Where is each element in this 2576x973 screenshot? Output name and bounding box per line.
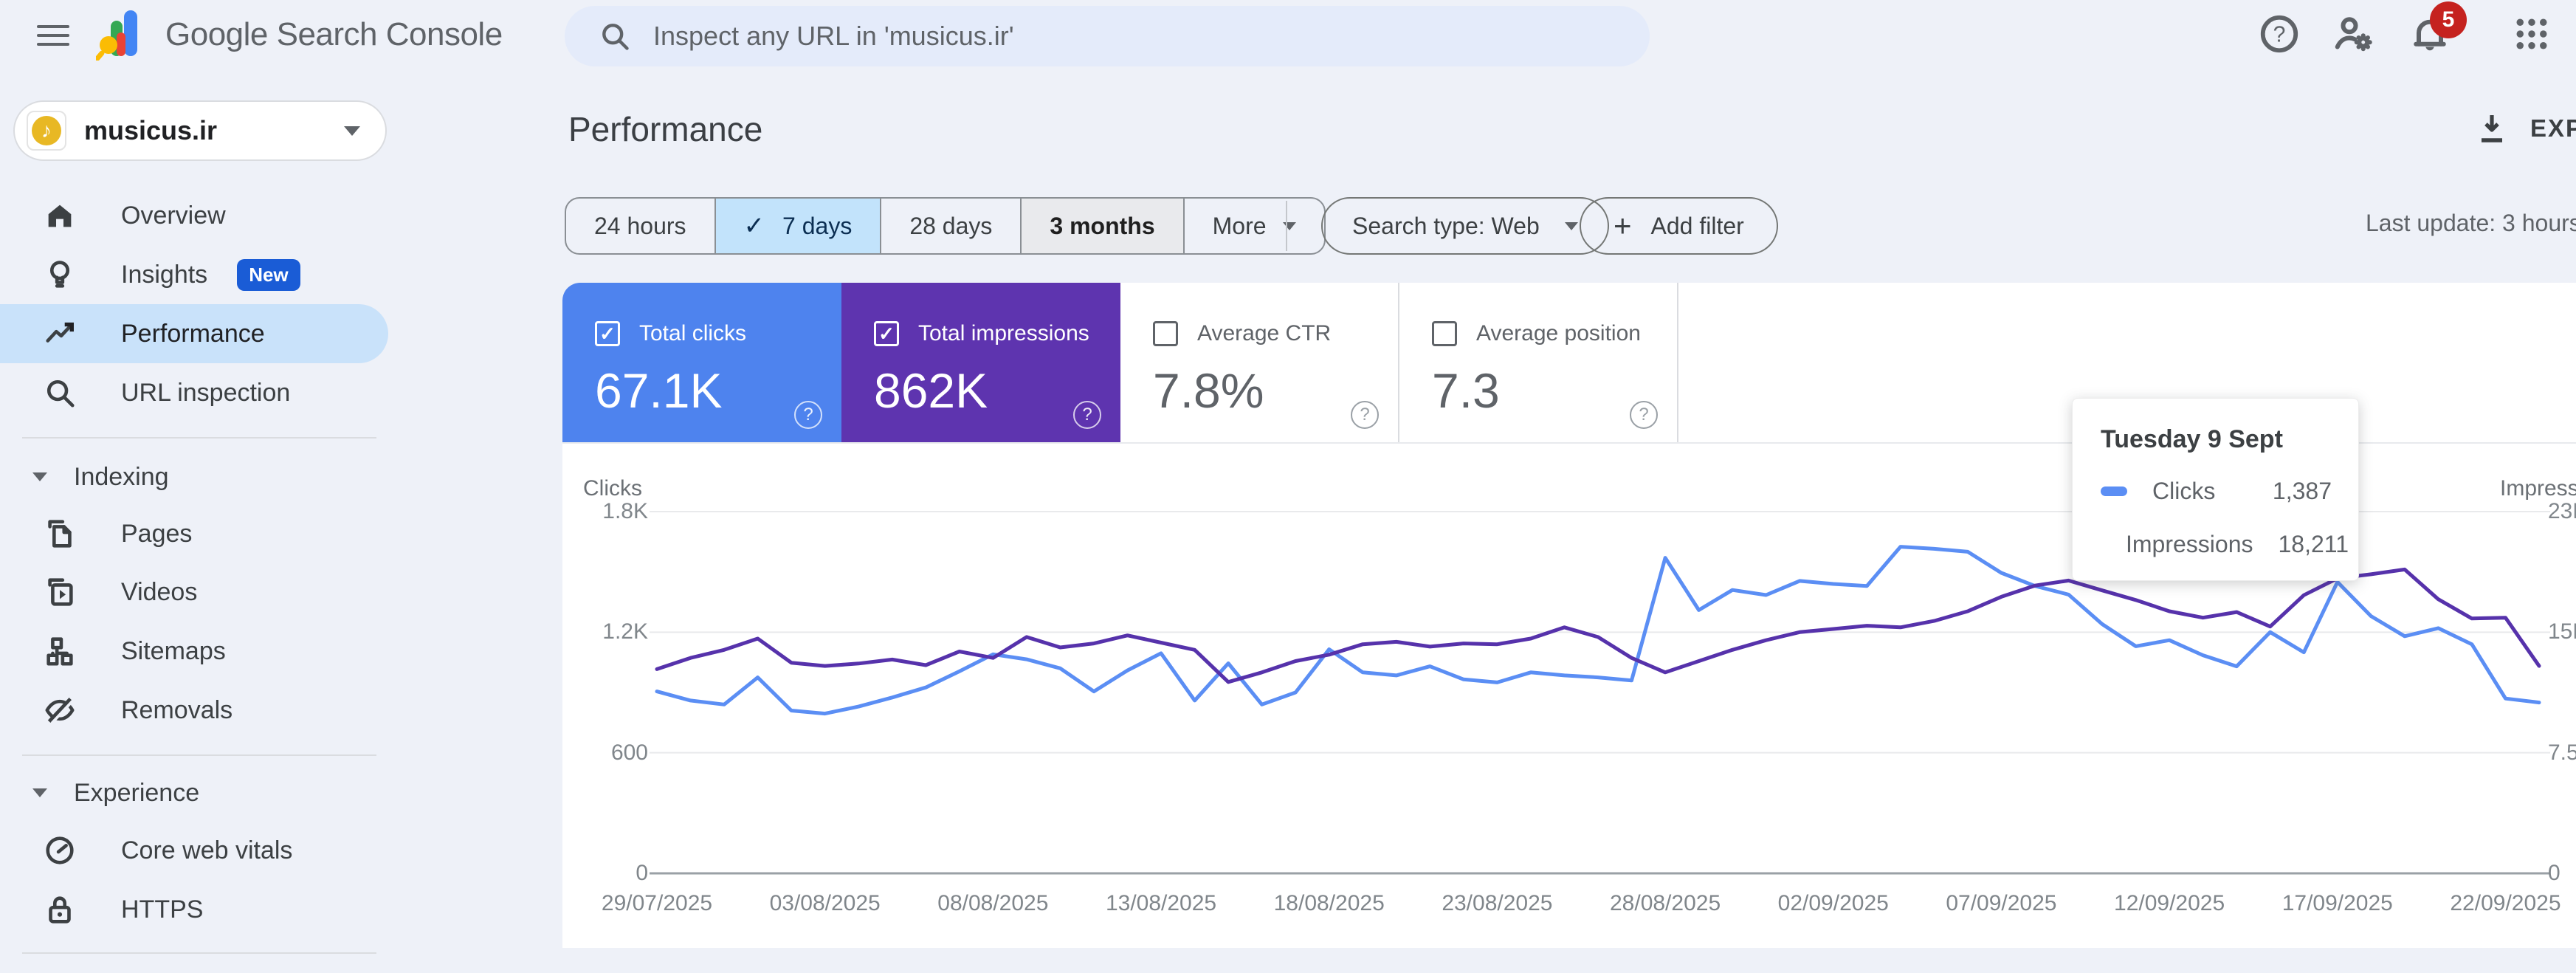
chevron-down-icon bbox=[1564, 221, 1578, 230]
sidebar-item-performance[interactable]: Performance bbox=[0, 304, 388, 363]
property-selector[interactable]: ♪ musicus.ir bbox=[13, 100, 387, 161]
sidebar-divider bbox=[22, 952, 376, 954]
account-settings-icon[interactable] bbox=[2331, 12, 2375, 56]
range-24-hours[interactable]: 24 hours bbox=[594, 212, 686, 239]
sidebar-section-experience[interactable]: Experience bbox=[32, 771, 199, 815]
checked-checkbox-icon: ✓ bbox=[874, 321, 899, 346]
sidebar-divider bbox=[22, 754, 376, 756]
sidebar-item-insights[interactable]: Insights New bbox=[0, 245, 388, 304]
search-console-logo-icon bbox=[94, 7, 155, 61]
pages-icon bbox=[48, 520, 72, 548]
unchecked-checkbox-icon bbox=[1153, 321, 1178, 346]
sidebar-item-videos[interactable]: Videos bbox=[0, 563, 388, 622]
tooltip-date: Tuesday 9 Sept bbox=[2101, 425, 2283, 453]
right-axis-title: Impressions bbox=[2500, 476, 2576, 501]
eye-off-icon bbox=[45, 697, 75, 724]
app-title: Google Search Console bbox=[165, 16, 503, 52]
tooltip-row-clicks: Clicks 1,387 bbox=[2101, 476, 2332, 506]
checked-checkbox-icon: ✓ bbox=[595, 321, 620, 346]
property-favicon: ♪ bbox=[27, 111, 66, 151]
trending-up-icon bbox=[46, 322, 74, 343]
video-icon bbox=[48, 578, 73, 606]
metric-tile-average-ctr[interactable]: Average CTR 7.8% ? bbox=[1120, 283, 1399, 444]
property-name: musicus.ir bbox=[84, 115, 218, 145]
filter-separator bbox=[1286, 201, 1287, 251]
speedometer-icon bbox=[46, 836, 74, 864]
notifications-bell-icon[interactable]: 5 bbox=[2408, 1, 2467, 56]
clicks-legend-swatch bbox=[2101, 486, 2127, 496]
google-apps-grid-icon[interactable] bbox=[2510, 12, 2554, 56]
left-axis-title: Clicks bbox=[583, 476, 642, 501]
unchecked-checkbox-icon bbox=[1432, 321, 1457, 346]
help-icon[interactable]: ? bbox=[1351, 401, 1379, 429]
sidebar-item-removals[interactable]: Removals bbox=[0, 681, 388, 740]
help-icon[interactable]: ? bbox=[1630, 401, 1658, 429]
tooltip-row-impressions: Impressions 18,211 bbox=[2126, 530, 2349, 557]
tooltip-clicks-value: 1,387 bbox=[2272, 477, 2332, 504]
clicks-line bbox=[655, 545, 2541, 716]
metric-tile-total-impressions[interactable]: ✓ Total impressions 862K ? bbox=[841, 283, 1120, 444]
lightbulb-icon bbox=[49, 261, 70, 288]
search-icon bbox=[602, 24, 629, 50]
chevron-down-icon bbox=[1282, 221, 1296, 230]
average-position-value: 7.3 bbox=[1432, 363, 1500, 418]
svg-text:?: ? bbox=[2273, 23, 2286, 47]
search-placeholder: Inspect any URL in 'musicus.ir' bbox=[653, 21, 1014, 51]
collapse-caret-icon bbox=[32, 788, 47, 797]
add-filter-button[interactable]: + Add filter bbox=[1580, 197, 1778, 255]
new-badge: New bbox=[237, 258, 300, 291]
tooltip-impressions-value: 18,211 bbox=[2278, 530, 2349, 557]
performance-line-chart[interactable] bbox=[562, 444, 2576, 948]
sidebar-item-overview[interactable]: Overview bbox=[0, 186, 388, 245]
sidebar-section-indexing[interactable]: Indexing bbox=[32, 455, 169, 499]
chart-hover-tooltip: Tuesday 9 Sept Clicks 1,387 Impressions … bbox=[2072, 398, 2359, 581]
url-inspect-search-input[interactable]: Inspect any URL in 'musicus.ir' bbox=[565, 6, 1650, 66]
total-impressions-value: 862K bbox=[874, 363, 988, 418]
impressions-line bbox=[655, 567, 2541, 684]
sidebar-item-sitemaps[interactable]: Sitemaps bbox=[0, 622, 388, 681]
export-button[interactable]: EXPORT bbox=[2474, 111, 2576, 146]
hamburger-menu-icon[interactable] bbox=[37, 19, 69, 47]
page-title: Performance bbox=[568, 110, 763, 148]
help-icon[interactable]: ? bbox=[1073, 401, 1101, 429]
sidebar-item-pages[interactable]: Pages bbox=[0, 504, 388, 563]
metric-tile-average-position[interactable]: Average position 7.3 ? bbox=[1399, 283, 1678, 444]
average-ctr-value: 7.8% bbox=[1153, 363, 1264, 418]
sitemap-tree-icon bbox=[47, 637, 73, 666]
download-icon bbox=[2482, 115, 2502, 142]
range-7-days-selected[interactable]: ✓ 7 days bbox=[714, 199, 881, 253]
range-more-dropdown[interactable]: More bbox=[1182, 199, 1324, 253]
date-range-segmented-control: 24 hours ✓ 7 days 28 days 3 months More bbox=[565, 197, 1326, 255]
total-clicks-value: 67.1K bbox=[595, 363, 723, 418]
sidebar-item-core-web-vitals[interactable]: Core web vitals bbox=[0, 821, 388, 880]
notification-count-badge: 5 bbox=[2430, 1, 2467, 38]
last-update-status: Last update: 3 hours bbox=[2366, 210, 2576, 236]
check-icon: ✓ bbox=[743, 212, 765, 240]
sidebar-item-https[interactable]: HTTPS bbox=[0, 880, 388, 939]
metric-tile-total-clicks[interactable]: ✓ Total clicks 67.1K ? bbox=[562, 283, 841, 444]
chevron-down-icon bbox=[344, 126, 360, 136]
sidebar-item-url-inspection[interactable]: URL inspection bbox=[0, 363, 388, 422]
help-icon[interactable]: ? bbox=[2257, 12, 2301, 56]
collapse-caret-icon bbox=[32, 472, 47, 481]
search-type-filter[interactable]: Search type: Web bbox=[1321, 197, 1609, 255]
lock-icon bbox=[49, 896, 71, 924]
sidebar-divider bbox=[22, 437, 376, 439]
range-3-months[interactable]: 3 months bbox=[1020, 199, 1183, 253]
range-28-days[interactable]: 28 days bbox=[880, 199, 1020, 253]
metric-row-border bbox=[562, 442, 2576, 444]
help-icon[interactable]: ? bbox=[794, 401, 822, 429]
magnifier-icon bbox=[47, 379, 75, 408]
home-icon bbox=[48, 204, 72, 227]
